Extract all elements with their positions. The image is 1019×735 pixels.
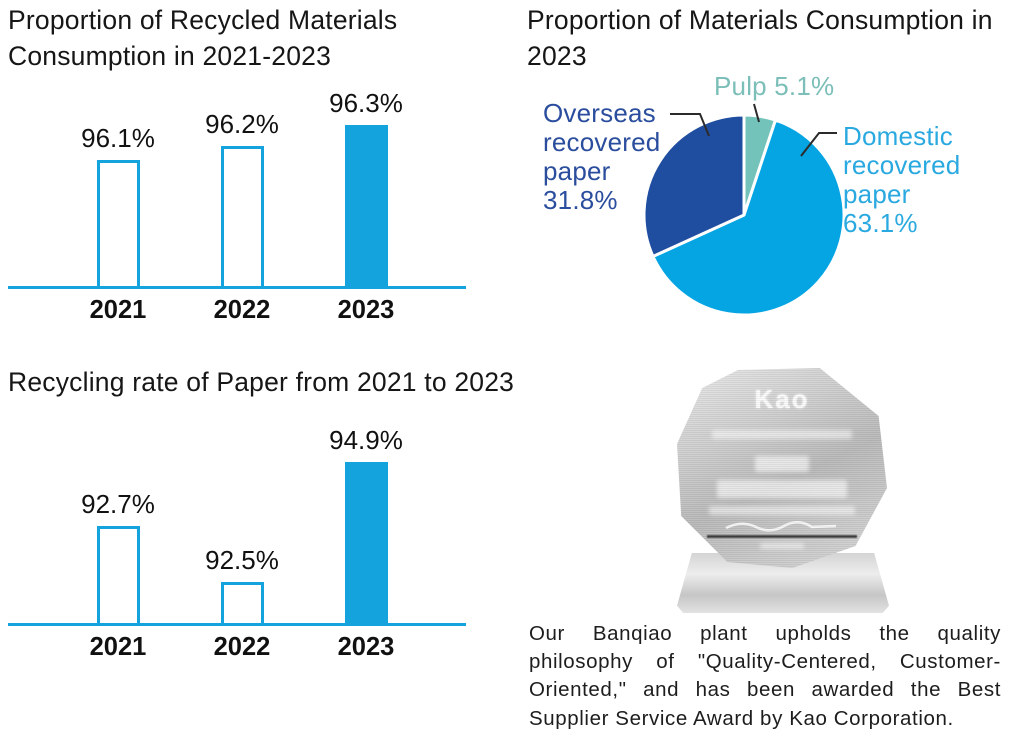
bar-2023 xyxy=(344,124,388,289)
pie-label-overseas: Overseas recovered paper 31.8% xyxy=(543,98,661,215)
bar-2021 xyxy=(96,159,140,289)
bar-2021 xyxy=(96,525,140,626)
chart-title: Recycling rate of Paper from 2021 to 202… xyxy=(8,367,515,397)
category-label-2021: 2021 xyxy=(89,296,147,324)
bar-2022 xyxy=(220,581,264,626)
value-label-2023: 96.3% xyxy=(329,88,403,118)
engraving-rule xyxy=(707,535,857,538)
pie-slice-domestic-recovered-paper xyxy=(651,118,846,317)
chart-title: Proportion of Recycled Materials Consump… xyxy=(8,5,398,71)
leader-line-pulp xyxy=(753,103,760,123)
value-label-2021: 92.7% xyxy=(81,489,155,519)
value-label-2023: 94.9% xyxy=(329,425,403,455)
caption-line: Oriented," and has been awarded the Best xyxy=(529,678,1001,702)
chart-title: Proportion of Materials Consumption in 2… xyxy=(527,5,993,71)
engraving-line xyxy=(760,543,804,549)
caption-line: Our Banqiao plant upholds the quality xyxy=(529,622,1001,645)
bar-2022 xyxy=(220,145,264,289)
engraving-line xyxy=(709,506,855,515)
award-section: Kao Our Banqiao plant upholds the qualit… xyxy=(519,350,1019,735)
caption-paragraph: Our Banqiao plant upholds the quality ph… xyxy=(529,620,1001,733)
materials-consumption-pie-chart: Proportion of Materials Consumption in 2… xyxy=(519,0,1019,345)
pie-svg xyxy=(642,103,846,317)
trophy-photo: Kao xyxy=(519,350,1019,620)
caption-line: philosophy of "Quality-Centered, Custome… xyxy=(529,650,1001,674)
pie-slices-group xyxy=(642,113,846,317)
engraving-line-supplier-award xyxy=(717,480,847,498)
engraving-line-best xyxy=(755,456,809,472)
recycling-rate-chart: Recycling rate of Paper from 2021 to 202… xyxy=(0,360,545,675)
value-label-2022: 96.2% xyxy=(205,109,279,139)
category-label-2022: 2022 xyxy=(213,296,271,324)
pie-slice-overseas-recovered-paper xyxy=(642,113,746,258)
category-label-2023: 2023 xyxy=(337,296,395,324)
value-label-2021: 96.1% xyxy=(81,123,155,153)
kao-logo: Kao xyxy=(754,384,810,414)
pie-label-pulp: Pulp 5.1% xyxy=(714,71,835,101)
pie-label-domestic: Domestic recovered paper 63.1% xyxy=(843,121,961,238)
category-label-2021: 2021 xyxy=(89,633,147,661)
category-label-2023: 2023 xyxy=(337,633,395,661)
value-label-2022: 92.5% xyxy=(205,545,279,575)
signature-squiggle xyxy=(725,521,837,532)
recycled-materials-chart: Proportion of Recycled Materials Consump… xyxy=(0,0,500,335)
engraving-line xyxy=(712,430,852,439)
leader-line-domestic xyxy=(800,132,837,157)
leader-line-overseas xyxy=(670,113,710,137)
bar-2023 xyxy=(344,461,388,626)
category-label-2022: 2022 xyxy=(213,633,271,661)
award-plaque: Kao xyxy=(677,368,887,568)
caption-line: Supplier Service Award by Kao Corporatio… xyxy=(529,706,954,730)
